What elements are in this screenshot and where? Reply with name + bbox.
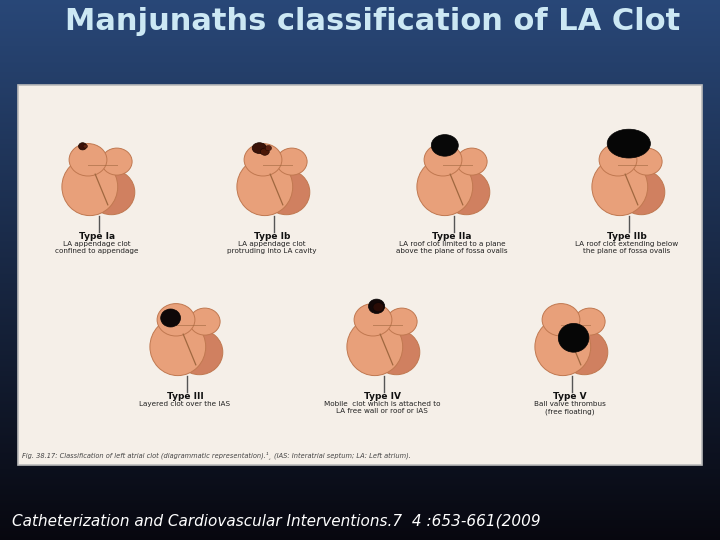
Ellipse shape <box>261 148 269 156</box>
Text: Type Ia: Type Ia <box>79 232 115 241</box>
Text: Type IV: Type IV <box>364 392 400 401</box>
Ellipse shape <box>265 145 271 151</box>
Ellipse shape <box>575 308 605 335</box>
Text: Type III: Type III <box>166 392 203 401</box>
Ellipse shape <box>69 144 107 176</box>
Ellipse shape <box>102 148 132 175</box>
Ellipse shape <box>631 148 662 175</box>
Text: LA appendage clot
protruding into LA cavity: LA appendage clot protruding into LA cav… <box>228 241 317 254</box>
Ellipse shape <box>276 148 307 175</box>
Text: Catheterization and Cardiovascular Interventions.7  4 :653-661(2009: Catheterization and Cardiovascular Inter… <box>12 513 541 528</box>
Text: Type Ib: Type Ib <box>254 232 290 241</box>
Ellipse shape <box>161 309 181 327</box>
Ellipse shape <box>88 170 135 215</box>
Ellipse shape <box>263 170 310 215</box>
Ellipse shape <box>558 323 589 352</box>
Text: Layered clot over the IAS: Layered clot over the IAS <box>140 401 230 407</box>
Ellipse shape <box>62 158 117 215</box>
Ellipse shape <box>456 148 487 175</box>
Ellipse shape <box>78 143 86 150</box>
Ellipse shape <box>535 318 590 376</box>
Ellipse shape <box>354 303 392 336</box>
Ellipse shape <box>347 318 402 376</box>
Text: Type IIa: Type IIa <box>432 232 472 241</box>
Text: Mobile  clot which is attached to
LA free wall or roof or IAS: Mobile clot which is attached to LA free… <box>324 401 440 414</box>
Ellipse shape <box>369 299 384 314</box>
Ellipse shape <box>373 303 384 312</box>
Ellipse shape <box>561 330 608 375</box>
Text: LA roof clot extending below
the plane of fossa ovalis: LA roof clot extending below the plane o… <box>575 241 678 254</box>
Ellipse shape <box>387 308 417 335</box>
Ellipse shape <box>157 303 195 336</box>
Ellipse shape <box>542 303 580 336</box>
Text: Manjunaths classification of LA Clot: Manjunaths classification of LA Clot <box>65 8 680 37</box>
Text: LA roof clot limited to a plane
above the plane of fossa ovalis: LA roof clot limited to a plane above th… <box>396 241 508 254</box>
Ellipse shape <box>599 144 637 176</box>
Ellipse shape <box>618 170 665 215</box>
Ellipse shape <box>176 330 222 375</box>
Ellipse shape <box>252 143 266 153</box>
Ellipse shape <box>592 158 648 215</box>
Text: Type IIb: Type IIb <box>607 232 647 241</box>
Ellipse shape <box>237 158 293 215</box>
Text: Type V: Type V <box>553 392 587 401</box>
FancyBboxPatch shape <box>18 85 702 465</box>
Ellipse shape <box>431 134 459 156</box>
Ellipse shape <box>83 145 88 148</box>
Ellipse shape <box>417 158 473 215</box>
Ellipse shape <box>189 308 220 335</box>
Ellipse shape <box>150 318 206 376</box>
Text: Fig. 38.17: Classification of left atrial clot (diagrammatic representation).¹¸ : Fig. 38.17: Classification of left atria… <box>22 451 411 459</box>
Text: LA appendage clot
confined to appendage: LA appendage clot confined to appendage <box>55 241 139 254</box>
Ellipse shape <box>424 144 462 176</box>
Ellipse shape <box>607 129 650 158</box>
Ellipse shape <box>443 170 490 215</box>
Text: Ball valve thrombus
(free floating): Ball valve thrombus (free floating) <box>534 401 606 415</box>
Ellipse shape <box>373 330 420 375</box>
Ellipse shape <box>244 144 282 176</box>
